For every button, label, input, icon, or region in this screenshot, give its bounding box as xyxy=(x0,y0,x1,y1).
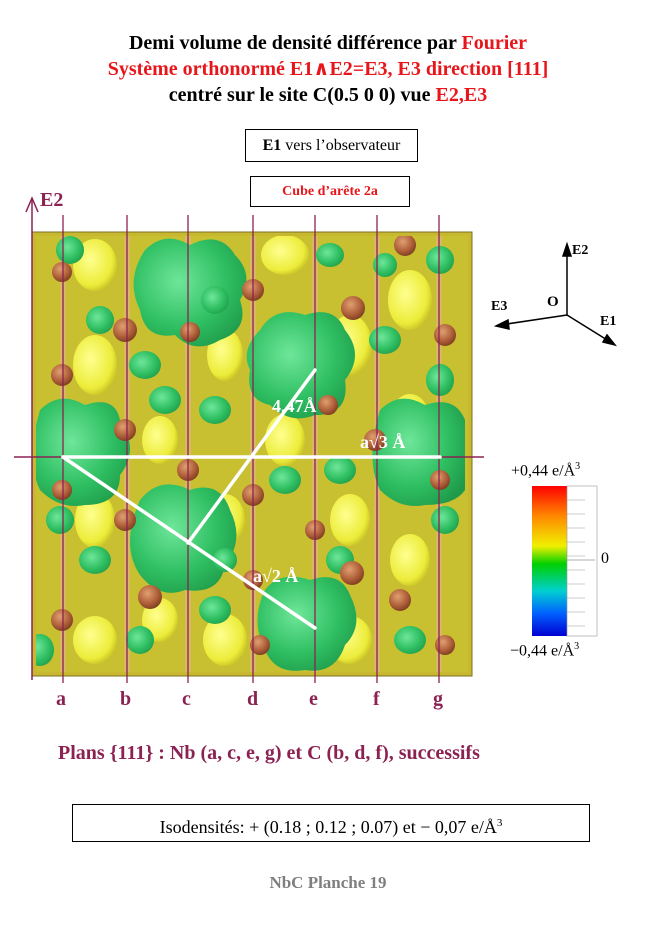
colorbar-min-sup: 3 xyxy=(574,641,580,652)
colorbar-zero-label: 0 xyxy=(601,550,609,567)
e2-axis-arrow xyxy=(25,196,39,680)
plane-label-e: e xyxy=(309,688,318,710)
plane-label-a: a xyxy=(56,688,66,710)
density-map xyxy=(36,236,468,672)
distance-label-1: 4,47Å xyxy=(272,396,317,416)
colorbar-min-label: −0,44 e/Å3 xyxy=(510,641,579,660)
isodensity-text: Isodensités: + (0.18 ; 0.12 ; 0.07) et −… xyxy=(159,817,497,837)
plane-label-f: f xyxy=(373,688,380,710)
triad-e1-label: E1 xyxy=(600,314,617,329)
observer-box: E1 vers l’observateur xyxy=(245,129,418,162)
title-text-3: centré sur le site C(0.5 0 0) vue xyxy=(168,84,436,106)
colorbar-ticks xyxy=(566,485,598,637)
observer-text: vers l’observateur xyxy=(281,137,401,154)
isodensity-sup: 3 xyxy=(496,817,503,829)
colorbar xyxy=(532,486,567,636)
planes-description: Plans {111} : Nb (a, c, e, g) et C (b, d… xyxy=(58,742,480,764)
title-text: Demi volume de densité différence par xyxy=(128,32,462,54)
colorbar-min-text: −0,44 e/Å xyxy=(510,642,575,660)
plane-label-b: b xyxy=(120,688,132,710)
plane-lines xyxy=(62,215,440,683)
title-line-2: Système orthonormé E1∧E2=E3, E3 directio… xyxy=(107,58,549,80)
title-line-3: centré sur le site C(0.5 0 0) vue E2,E3 xyxy=(0,83,656,107)
plane-label-g: g xyxy=(433,688,443,710)
title-highlight-3: E2,E3 xyxy=(435,84,488,106)
footer-plate-label: NbC Planche 19 xyxy=(269,873,387,892)
colorbar-max-sup: 3 xyxy=(575,461,581,472)
triad-e2-label: E2 xyxy=(572,243,589,258)
distance-label-3: a√2 Å xyxy=(253,566,299,586)
triad-e3-label: E3 xyxy=(491,299,508,314)
plane-label-d: d xyxy=(247,688,259,710)
colorbar-max-text: +0,44 e/Å xyxy=(511,462,576,480)
colorbar-max-label: +0,44 e/Å3 xyxy=(511,461,580,480)
distance-label-2: a√3 Å xyxy=(360,432,406,452)
isodensity-box: Isodensités: + (0.18 ; 0.12 ; 0.07) et −… xyxy=(72,804,590,842)
title-line-1: Demi volume de densité différence par Fo… xyxy=(0,31,656,55)
title-highlight: Fourier xyxy=(461,32,528,54)
distance-lines xyxy=(61,368,442,630)
plane-label-c: c xyxy=(182,688,191,710)
axis-triad xyxy=(493,241,617,347)
e2-axis-label: E2 xyxy=(40,189,64,211)
observer-axis: E1 xyxy=(262,137,282,154)
cube-box: Cube d’arête 2a xyxy=(250,176,410,207)
triad-origin-label: O xyxy=(547,294,559,310)
